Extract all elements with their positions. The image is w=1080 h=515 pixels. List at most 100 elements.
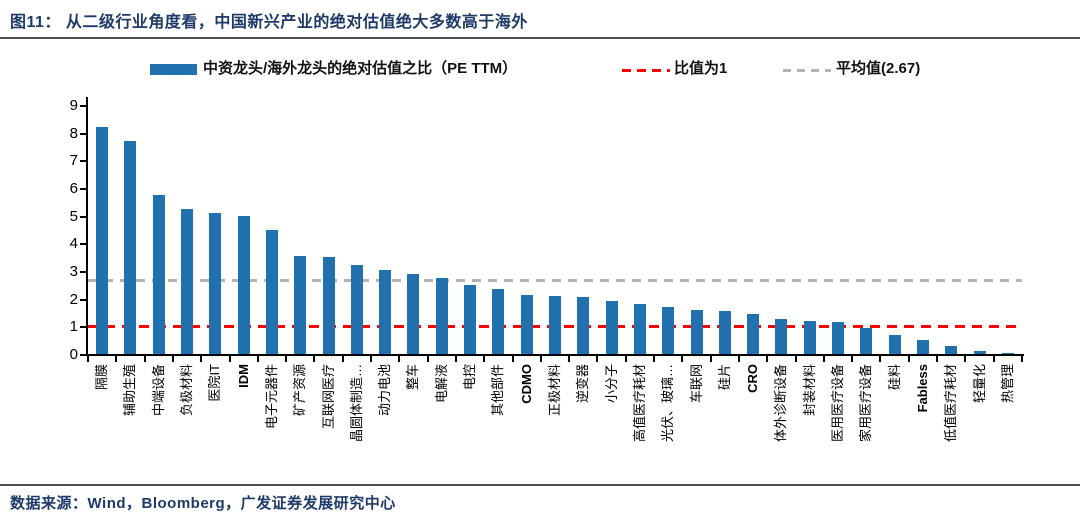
x-axis-tick [143,356,146,362]
bar [181,208,194,354]
bar [294,255,307,354]
bar [350,265,363,354]
x-axis-tick [709,356,712,362]
x-axis-tick [907,356,910,362]
x-axis-tick [313,356,316,362]
data-source-note: 数据来源：Wind，Bloomberg，广发证券发展研究中心 [10,495,396,512]
x-axis-tick [822,356,825,362]
bar [209,212,222,354]
bar [124,140,137,354]
y-axis-tick [80,298,86,301]
reference-line-mean [88,279,1022,283]
legend-series-label: 中资龙头/海外龙头的绝对估值之比（PE TTM） [203,60,518,77]
y-axis-tick [80,354,86,356]
x-axis-tick [568,356,571,362]
y-tick-label: 1 [69,318,78,336]
x-axis-tick [454,356,457,362]
legend-ratio-line-sample [622,69,670,72]
bar [605,301,618,354]
x-axis-tick [228,356,231,362]
bar [549,295,561,354]
bar [464,284,477,354]
x-axis-tick [285,356,288,362]
bar [492,288,505,354]
bar [152,194,165,354]
bar [690,309,703,354]
y-axis-tick [80,326,86,329]
bar [237,215,250,354]
x-axis-tick [511,356,514,362]
x-axis-tick [1021,356,1023,362]
y-tick-label: 8 [69,124,78,142]
bar [96,127,109,354]
x-axis-tick [370,356,373,362]
y-axis-tick [80,243,86,246]
x-axis-tick [87,356,89,362]
x-axis-tick [766,356,769,362]
x-axis-tick [653,356,656,362]
y-axis-tick [80,188,86,190]
x-axis-tick [596,356,599,362]
bar [265,229,278,354]
x-axis-tick [936,356,939,362]
x-axis-tick [992,356,995,362]
footer-divider [0,484,1080,486]
x-axis-tick [624,356,627,362]
x-axis-tick [851,356,854,362]
bar [916,340,929,354]
bar [1001,352,1014,354]
y-axis-tick [80,160,86,163]
x-axis-tick [737,356,740,362]
bar [435,277,448,354]
y-tick-label: 7 [69,152,78,170]
x-axis-tick [171,356,174,362]
bar [832,322,845,354]
x-axis-tick [483,356,486,362]
y-axis-tick [80,132,86,135]
title-divider [0,37,1080,39]
legend-mean-label: 平均值(2.67) [836,60,921,77]
y-axis-line [86,97,88,356]
x-axis-tick [341,356,344,362]
y-tick-label: 4 [69,235,78,253]
x-axis-tick [794,356,797,362]
y-tick-label: 0 [69,346,78,363]
x-axis-tick [200,356,203,362]
x-axis-tick [426,356,429,362]
bar [407,273,420,354]
x-axis-tick [115,356,118,362]
bar [577,297,590,354]
bar [322,257,335,354]
chart-legend: 中资龙头/海外龙头的绝对估值之比（PE TTM） 比值为1 平均值(2.67) [0,55,1080,87]
y-axis-tick [80,271,86,273]
x-axis-tick [539,356,542,362]
y-tick-label: 3 [69,263,78,280]
y-tick-label: 9 [69,97,78,114]
bar [520,294,533,354]
bar [662,306,675,354]
y-tick-label: 5 [69,207,78,225]
x-axis-tick [879,356,882,362]
bar [973,351,986,354]
bar [803,320,816,354]
legend-series-swatch [150,64,197,75]
x-axis-tick [398,356,401,362]
y-axis-tick [80,105,86,107]
pe-ratio-bar-chart: 0 1 2 3 4 5 6 7 8 9 隔膜 辅助生殖 中端设备 负极材料 医院IT IDM 电子元器件 矿产资源… [0,95,1080,480]
x-axis-line [86,354,1024,356]
legend-ratio-label: 比值为1 [674,60,728,77]
y-axis-tick [80,215,86,218]
x-axis-tick [681,356,684,362]
bar [747,313,760,354]
legend-mean-line-sample [783,69,831,72]
bar [945,345,958,354]
bar [379,269,392,354]
x-axis-tick [256,356,259,362]
x-axis-tick [964,356,967,362]
figure-title: 图11： 从二级行业角度看，中国新兴产业的绝对估值绝大多数高于海外 [10,14,528,31]
bar [633,304,646,354]
y-tick-label: 6 [69,180,78,197]
bar [860,327,873,354]
bar [775,319,788,354]
